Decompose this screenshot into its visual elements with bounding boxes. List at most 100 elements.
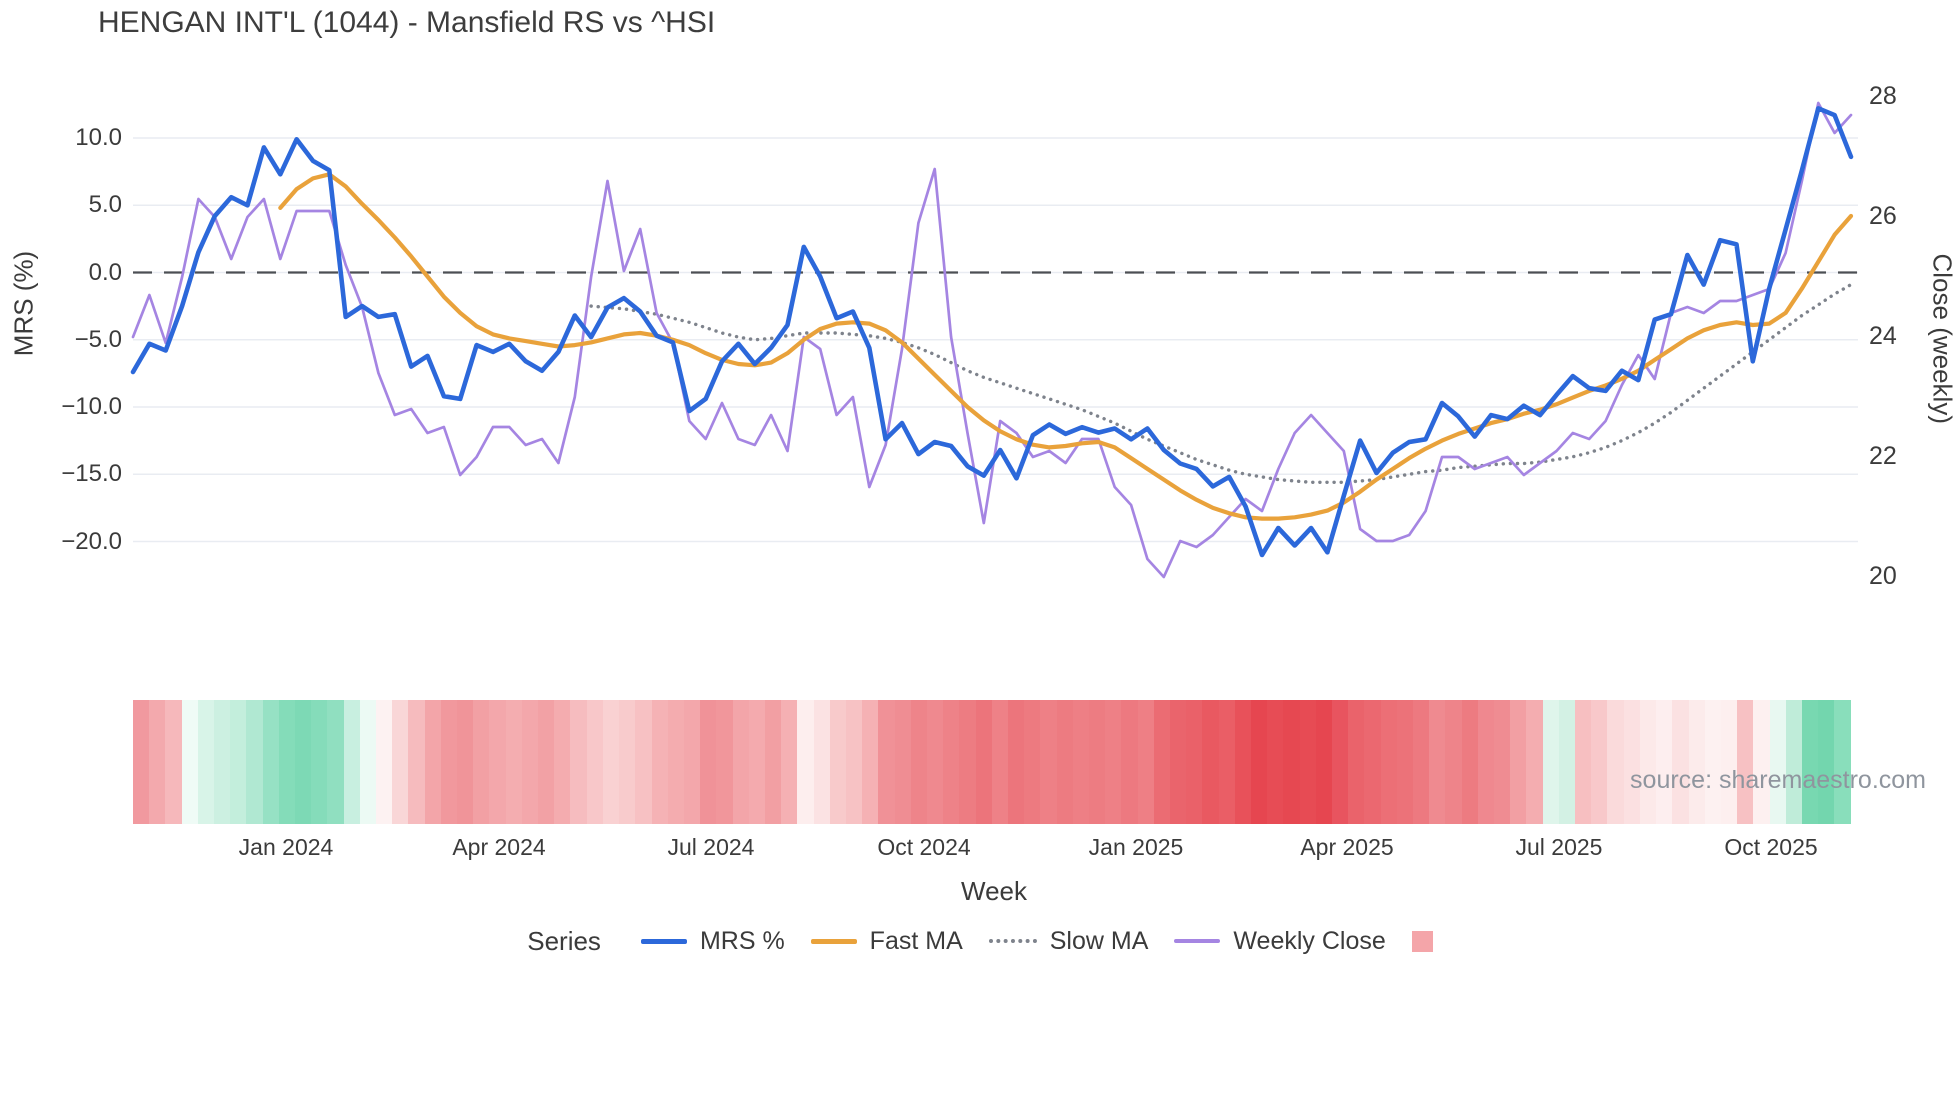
- legend-item-mrs: MRS %: [640, 927, 785, 956]
- heat-cell: [1639, 700, 1657, 824]
- heat-cell: [959, 700, 976, 824]
- heat-cell: [862, 700, 879, 824]
- heat-cell: [619, 700, 636, 824]
- heat-cell: [926, 700, 944, 824]
- y-axis-right-title: Close (weekly): [1927, 253, 1958, 425]
- heat-cell: [1818, 700, 1835, 824]
- y-right-tick-label: 28: [1869, 82, 1897, 110]
- heat-cell: [149, 700, 166, 824]
- heat-cell: [1105, 700, 1122, 824]
- heat-cell: [1688, 700, 1705, 824]
- heat-cell: [473, 700, 490, 824]
- heat-cell: [1088, 700, 1106, 824]
- x-tick-label: Jul 2024: [667, 834, 755, 860]
- y-left-tick-label: −20.0: [61, 527, 122, 555]
- series-line-weekly-close: [131, 101, 1853, 579]
- heat-cell: [1461, 700, 1478, 824]
- legend-item-heat-swatch: [1411, 930, 1433, 952]
- heat-cell: [732, 700, 749, 824]
- heat-cell: [1753, 700, 1770, 824]
- y-left-tick-label: −10.0: [61, 393, 122, 420]
- y-right-tick-label: 22: [1869, 442, 1897, 470]
- heat-cell: [1072, 700, 1089, 824]
- heat-cell: [262, 700, 279, 824]
- heat-cell: [1251, 700, 1268, 824]
- heat-cell: [295, 700, 312, 824]
- heat-cell: [165, 700, 182, 824]
- x-tick-label: Jan 2024: [238, 834, 334, 860]
- heat-cell: [1202, 700, 1219, 824]
- y-left-tick-label: 5.0: [88, 191, 122, 219]
- heat-cell: [1332, 700, 1349, 824]
- heat-cell: [813, 700, 830, 824]
- heat-cell: [1607, 700, 1624, 824]
- series-line-fast-ma: [278, 172, 1854, 521]
- y-left-tick-label: 0.0: [88, 258, 122, 286]
- heat-cell: [797, 700, 814, 824]
- x-tick-label: Jul 2025: [1515, 834, 1603, 860]
- heat-cell: [716, 700, 733, 824]
- heat-cell: [489, 700, 506, 824]
- heat-cell: [457, 700, 474, 824]
- heat-cell: [521, 700, 539, 824]
- heat-cell: [1315, 700, 1333, 824]
- x-tick-label: Oct 2024: [877, 834, 971, 860]
- heat-cell: [246, 700, 263, 824]
- y-left-tick-label: 10.0: [75, 124, 122, 151]
- x-tick-label: Apr 2024: [452, 834, 546, 860]
- heat-cell: [1575, 700, 1592, 824]
- heat-cell: [878, 700, 895, 824]
- heat-cell: [554, 700, 571, 824]
- y-left-tick-label: −15.0: [61, 460, 122, 488]
- heat-cell: [1186, 700, 1203, 824]
- heat-cell: [197, 700, 215, 824]
- chart-legend: Series MRS % Fast MA Slow MA Weekly Clos…: [0, 918, 1960, 964]
- y-right-tick-label: 24: [1869, 322, 1897, 350]
- heat-cell: [1413, 700, 1430, 824]
- heat-cell: [1720, 700, 1738, 824]
- heat-cell: [1801, 700, 1819, 824]
- source-watermark: source: sharemaestro.com: [1630, 766, 1926, 794]
- heat-cell: [359, 700, 377, 824]
- chart-title: HENGAN INT'L (1044) - Mansfield RS vs ^H…: [98, 6, 716, 39]
- heat-cell: [764, 700, 782, 824]
- heat-cell: [311, 700, 328, 824]
- heat-cell: [1299, 700, 1316, 824]
- heat-cell: [1542, 700, 1559, 824]
- x-tick-label: Jan 2025: [1088, 834, 1184, 860]
- heat-cell: [1591, 700, 1608, 824]
- fast-ma-line-swatch: [810, 938, 857, 944]
- heat-cell: [214, 700, 231, 824]
- heat-cell: [602, 700, 620, 824]
- y-right-tick-label: 20: [1869, 562, 1897, 590]
- heat-cell: [1623, 700, 1640, 824]
- mrs-line-swatch: [640, 938, 687, 944]
- heat-strip-swatch: [1411, 930, 1433, 952]
- heat-cell: [586, 700, 603, 824]
- heat-cell: [1834, 700, 1851, 824]
- heat-cell: [1380, 700, 1397, 824]
- heat-cell: [845, 700, 863, 824]
- heat-cell: [1218, 700, 1235, 824]
- heat-cell: [1526, 700, 1543, 824]
- y-left-tick-label: −5.0: [74, 325, 122, 353]
- heat-cell: [1494, 700, 1511, 824]
- heat-cell: [230, 700, 247, 824]
- heat-cell: [1704, 700, 1721, 824]
- heat-cell: [1348, 700, 1365, 824]
- heat-cell: [1656, 700, 1673, 824]
- heat-cell: [1672, 700, 1689, 824]
- heat-cell: [1558, 700, 1576, 824]
- heat-cell: [1234, 700, 1252, 824]
- heat-cell: [748, 700, 765, 824]
- heat-cell: [1737, 700, 1754, 824]
- heat-cell: [1769, 700, 1786, 824]
- heat-cell: [943, 700, 960, 824]
- heat-cell: [392, 700, 409, 824]
- legend-item-slow-ma: Slow MA: [988, 927, 1148, 956]
- heat-cell: [133, 700, 150, 824]
- heat-cell: [424, 700, 441, 824]
- heat-cell: [1267, 700, 1284, 824]
